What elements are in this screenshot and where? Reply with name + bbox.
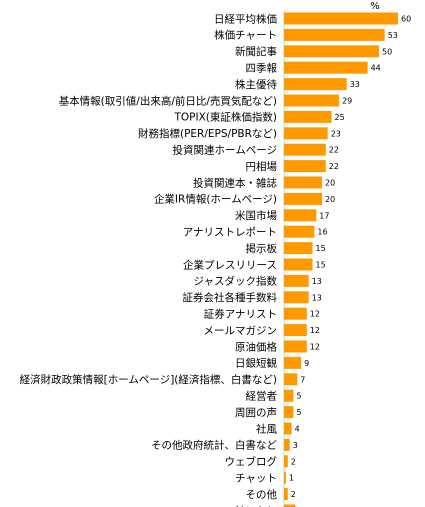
bar xyxy=(284,127,328,140)
category-label: 経済財政政策情報[ホームページ](経済指標、白書など) xyxy=(20,373,277,386)
value-label: 5 xyxy=(297,392,302,401)
bar xyxy=(284,274,309,287)
value-label: 12 xyxy=(310,326,320,335)
value-label: 5 xyxy=(297,408,302,417)
category-label: 企業IR情報(ホームページ) xyxy=(154,193,277,206)
category-label: TOPIX(東証株価指数) xyxy=(174,111,278,124)
value-label: 7 xyxy=(300,375,305,384)
bar xyxy=(284,373,298,386)
category-label: 社風 xyxy=(256,422,277,435)
category-label: 投資関連本・雑誌 xyxy=(193,176,277,189)
category-label: メールマガジン xyxy=(204,325,278,337)
category-label: アナリストレポート xyxy=(183,227,277,239)
value-label: 3 xyxy=(293,441,298,450)
category-label: 日経平均株価 xyxy=(214,12,277,25)
value-label: 17 xyxy=(319,211,329,220)
bar xyxy=(284,406,294,419)
bar xyxy=(284,389,294,402)
bar xyxy=(284,356,302,369)
bar xyxy=(284,340,307,353)
value-label: 1 xyxy=(289,474,294,483)
bar xyxy=(284,455,288,468)
value-label: 9 xyxy=(304,359,309,368)
value-label: 22 xyxy=(329,146,339,155)
category-label: 証券アナリスト xyxy=(204,308,277,321)
bar xyxy=(284,28,385,41)
bar xyxy=(284,258,313,271)
category-label: 日銀短観 xyxy=(235,357,277,370)
category-label: 周囲の声 xyxy=(235,406,277,419)
bar xyxy=(284,192,322,205)
bar xyxy=(284,422,292,435)
value-label: 33 xyxy=(350,80,360,89)
category-label: その他政府統計、白書など xyxy=(151,439,277,452)
value-label: 20 xyxy=(325,195,335,204)
category-label: 四季報 xyxy=(246,63,278,75)
bar xyxy=(284,209,317,222)
value-label: 2 xyxy=(291,457,296,466)
category-label: 財務指標(PER/EPS/PBRなど) xyxy=(138,127,277,140)
bar xyxy=(284,471,286,484)
category-label: その他 xyxy=(246,488,278,501)
category-label: 証券会社各種手数料 xyxy=(183,291,278,304)
bar xyxy=(284,324,307,337)
bar xyxy=(284,488,288,501)
value-label: 29 xyxy=(342,97,352,106)
bar xyxy=(284,12,398,25)
bar xyxy=(284,438,290,451)
value-label: 13 xyxy=(312,277,322,286)
unit-label: % xyxy=(370,1,380,12)
value-label: 60 xyxy=(401,15,411,24)
bar xyxy=(284,110,332,123)
value-label: 53 xyxy=(388,31,398,40)
value-label: 50 xyxy=(382,47,392,56)
value-label: 23 xyxy=(331,129,341,138)
value-label: 13 xyxy=(312,293,322,302)
bar xyxy=(284,160,326,173)
category-label: 株主優待 xyxy=(235,78,277,91)
bar xyxy=(284,61,368,74)
bar xyxy=(284,94,340,107)
category-label: 米国市場 xyxy=(235,209,277,222)
bar xyxy=(284,143,326,156)
bar xyxy=(284,225,315,238)
value-label: 15 xyxy=(316,261,326,270)
bar xyxy=(284,45,379,58)
bar xyxy=(284,242,313,255)
value-label: 44 xyxy=(371,64,381,73)
category-label: 新聞記事 xyxy=(235,45,277,58)
value-label: 25 xyxy=(335,113,345,122)
category-label: チャット xyxy=(235,473,277,485)
category-label: 原油価格 xyxy=(235,340,277,353)
value-label: 12 xyxy=(310,343,320,352)
category-label: 基本情報(取引値/出来高/前日比/売買気配など) xyxy=(59,94,277,107)
category-label: 株価チャート xyxy=(214,29,277,42)
category-label: 特になし xyxy=(235,505,277,507)
value-label: 16 xyxy=(317,228,327,237)
value-label: 15 xyxy=(316,244,326,253)
category-label: 経営者 xyxy=(246,390,278,403)
value-label: 4 xyxy=(295,425,300,434)
bar xyxy=(284,307,307,320)
value-label: 12 xyxy=(310,310,320,319)
bar xyxy=(284,291,309,304)
bar xyxy=(284,78,347,91)
bar xyxy=(284,504,296,507)
bar xyxy=(284,176,322,189)
category-label: 円相場 xyxy=(246,160,278,173)
category-label: 投資関連ホームページ xyxy=(173,144,277,157)
category-label: ジャスダック指数 xyxy=(194,275,278,288)
value-label: 20 xyxy=(325,179,335,188)
category-label: 掲示板 xyxy=(246,242,278,255)
category-label: 企業プレスリリース xyxy=(183,258,277,271)
value-label: 22 xyxy=(329,162,339,171)
value-label: 2 xyxy=(291,490,296,499)
category-label: ウェブログ xyxy=(225,455,278,468)
